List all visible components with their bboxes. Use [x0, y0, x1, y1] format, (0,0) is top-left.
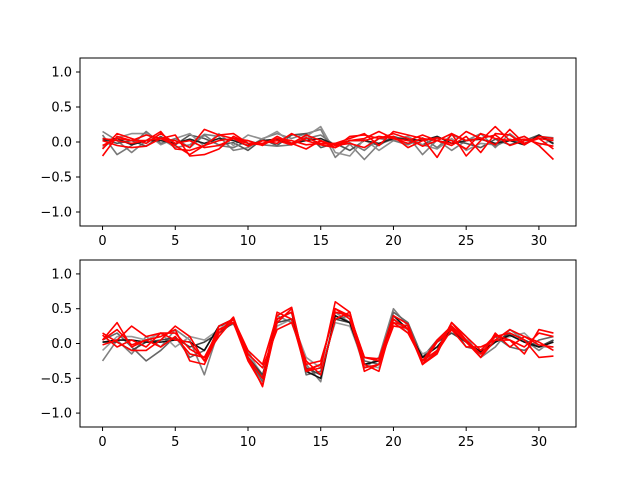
- series-lines: [101, 125, 555, 161]
- series-line-10: [102, 307, 554, 380]
- x-tick-label: 15: [312, 435, 329, 450]
- series-line-9: [102, 128, 554, 159]
- y-tick-label: 0.5: [51, 302, 72, 317]
- x-tick-label: 30: [531, 435, 548, 450]
- y-tick-label: −1.0: [40, 407, 72, 422]
- x-tick-label: 0: [98, 435, 106, 450]
- bottom-subplot: 0 5 10 15 20 25 30 1.0 0.5 0.0 −0.5 −1.0: [40, 259, 577, 450]
- y-tick-label: 0.0: [51, 136, 72, 151]
- x-tick-label: 30: [531, 234, 548, 249]
- y-tick-label: −0.5: [40, 372, 72, 387]
- y-tick-label: 1.0: [51, 66, 72, 81]
- y-tick-label: 0.0: [51, 337, 72, 352]
- x-tick-label: 20: [385, 435, 402, 450]
- x-tick-label: 5: [171, 234, 179, 249]
- y-tick-label: −1.0: [40, 206, 72, 221]
- x-tick-label: 5: [171, 435, 179, 450]
- x-tick-label: 25: [458, 435, 475, 450]
- x-tick-label: 10: [240, 435, 257, 450]
- top-subplot: 0 5 10 15 20 25 30 1.0 0.5 0.0 −0.5 −1.0: [40, 57, 577, 249]
- series-line-10: [102, 130, 554, 152]
- x-tick-label: 0: [98, 234, 106, 249]
- x-tick-label: 10: [240, 234, 257, 249]
- x-tick-label: 20: [385, 234, 402, 249]
- x-tick-label: 15: [312, 234, 329, 249]
- x-tick-label: 25: [458, 234, 475, 249]
- y-tick-label: 0.5: [51, 101, 72, 116]
- series-lines: [101, 300, 554, 388]
- series-line-8: [101, 130, 554, 150]
- y-tick-label: 1.0: [51, 267, 72, 282]
- y-tick-label: −0.5: [40, 171, 72, 186]
